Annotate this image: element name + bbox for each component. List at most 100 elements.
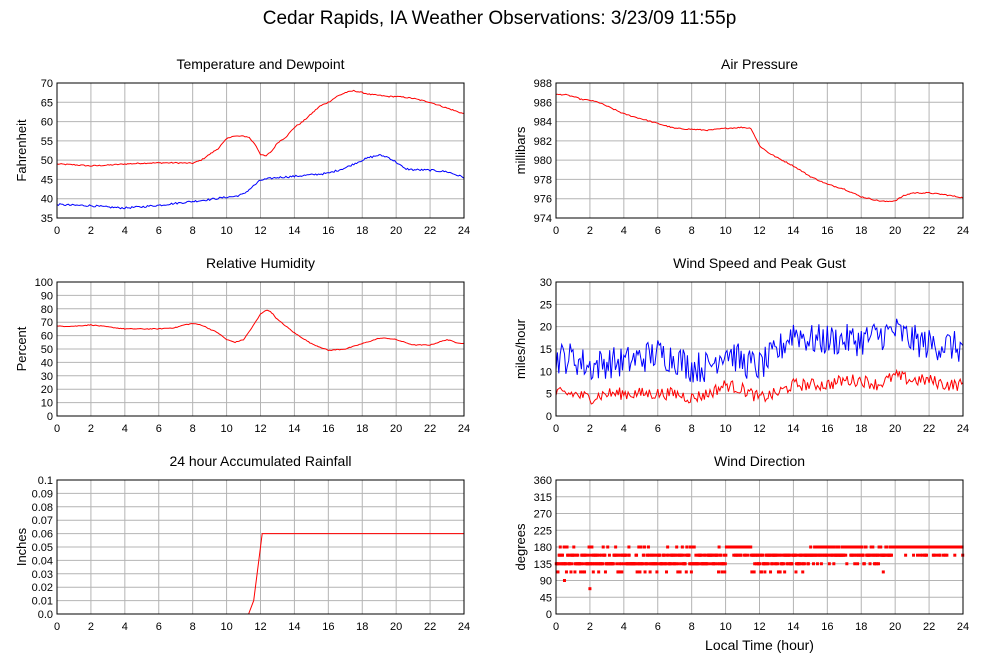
series-point: [876, 553, 880, 557]
series-point: [573, 570, 577, 574]
series-point: [627, 545, 631, 549]
series-point: [821, 553, 825, 557]
series-point: [626, 562, 630, 566]
x-tick-label: 0: [54, 621, 60, 633]
y-tick-label: 45: [41, 174, 53, 186]
series-point: [723, 562, 727, 566]
y-tick-label: 70: [41, 317, 53, 329]
series-point: [827, 562, 831, 566]
chart-title: 24 hour Accumulated Rainfall: [169, 453, 351, 469]
y-tick-label: 30: [540, 277, 552, 289]
y-tick-label: 50: [41, 344, 53, 356]
y-tick-label: 0.0: [38, 609, 53, 621]
y-tick-label: 80: [41, 304, 53, 316]
y-axis-label: millibars: [513, 126, 528, 174]
series-point: [570, 562, 574, 566]
y-tick-label: 180: [534, 542, 552, 554]
series-point: [758, 562, 762, 566]
x-tick-label: 2: [587, 621, 593, 633]
series-point: [856, 545, 860, 549]
series-point: [586, 562, 590, 566]
y-tick-label: 978: [534, 174, 552, 186]
series-point: [680, 545, 684, 549]
series-point: [881, 570, 885, 574]
series-point: [736, 553, 740, 557]
series-point: [658, 553, 662, 557]
series-point: [576, 553, 580, 557]
series-point: [611, 562, 615, 566]
chart-title: Temperature and Dewpoint: [176, 56, 344, 72]
x-tick-label: 6: [156, 225, 162, 237]
series-point: [801, 570, 805, 574]
x-tick-label: 0: [553, 225, 559, 237]
series-point: [559, 562, 563, 566]
series-point: [572, 553, 576, 557]
series-point: [797, 562, 801, 566]
series-point: [684, 553, 688, 557]
y-tick-label: 90: [41, 290, 53, 302]
series-point: [861, 553, 865, 557]
x-tick-label: 24: [957, 225, 969, 237]
x-tick-label: 20: [390, 621, 402, 633]
x-tick-label: 10: [220, 225, 232, 237]
x-tick-label: 8: [190, 225, 196, 237]
series-point: [655, 562, 659, 566]
x-tick-label: 16: [821, 621, 833, 633]
series-point: [635, 570, 639, 574]
x-tick-label: 16: [821, 423, 833, 435]
series-point: [778, 570, 782, 574]
x-tick-label: 8: [689, 621, 695, 633]
y-tick-label: 0.02: [32, 582, 53, 594]
series-point: [872, 553, 876, 557]
series-point: [779, 553, 783, 557]
series-point: [618, 570, 622, 574]
series-point: [710, 553, 714, 557]
series-point: [953, 553, 957, 557]
y-tick-label: 0.09: [32, 488, 53, 500]
series-point: [697, 562, 701, 566]
series-point: [915, 553, 919, 557]
series-point: [848, 545, 852, 549]
x-tick-label: 0: [54, 225, 60, 237]
series-point: [723, 570, 727, 574]
x-tick-label: 20: [390, 225, 402, 237]
series-point: [591, 570, 595, 574]
series-point: [815, 562, 819, 566]
x-tick-label: 18: [855, 423, 867, 435]
x-tick-label: 18: [356, 621, 368, 633]
series-point: [572, 545, 576, 549]
series-point: [853, 562, 857, 566]
series-point: [688, 545, 692, 549]
series-point: [643, 570, 647, 574]
series-point: [794, 570, 798, 574]
x-tick-label: 12: [254, 225, 266, 237]
series-point: [864, 545, 868, 549]
y-tick-label: 45: [540, 592, 552, 604]
y-tick-label: 60: [41, 117, 53, 129]
series-point: [858, 553, 862, 557]
series-point: [718, 562, 722, 566]
series-point: [829, 545, 833, 549]
series-point: [566, 553, 570, 557]
series-point: [769, 553, 773, 557]
x-tick-label: 22: [424, 423, 436, 435]
y-tick-label: 15: [540, 344, 552, 356]
x-tick-label: 18: [356, 423, 368, 435]
x-tick-label: 2: [88, 225, 94, 237]
x-tick-label: 4: [122, 225, 128, 237]
series-point: [763, 570, 767, 574]
series-line-1: [555, 318, 964, 383]
series-point: [661, 562, 665, 566]
series-point: [666, 553, 670, 557]
x-tick-label: 2: [88, 423, 94, 435]
series-point: [752, 570, 756, 574]
x-tick-label: 6: [156, 423, 162, 435]
series-point: [818, 545, 822, 549]
y-tick-label: 40: [41, 194, 53, 206]
y-tick-label: 60: [41, 331, 53, 343]
series-point: [616, 570, 620, 574]
series-point: [619, 562, 623, 566]
x-tick-label: 22: [923, 423, 935, 435]
